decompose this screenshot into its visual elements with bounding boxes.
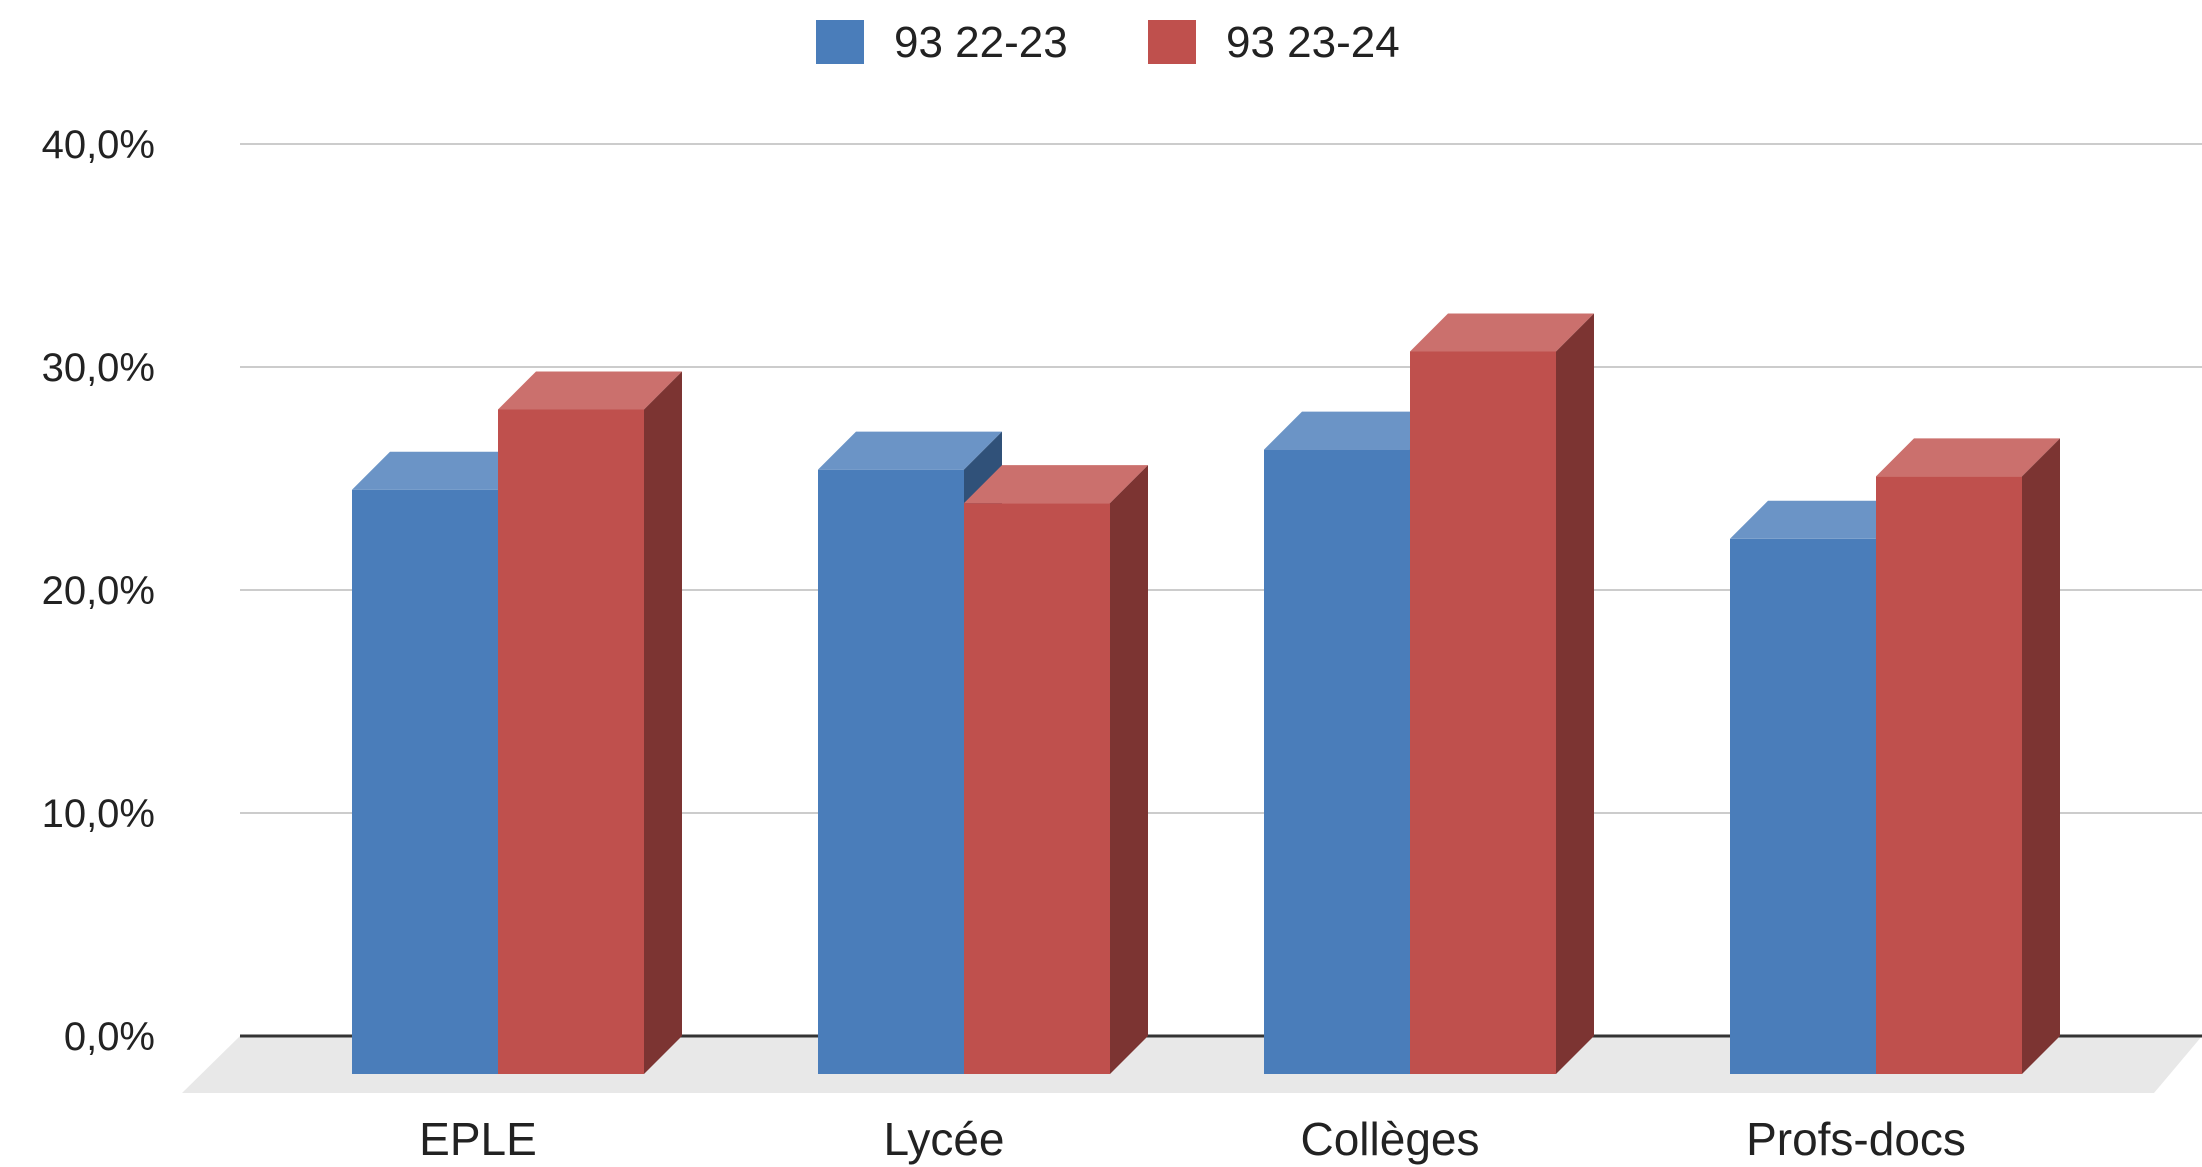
floor-plane — [182, 1036, 2202, 1093]
bar — [1876, 438, 2060, 1074]
y-tick-label: 20,0% — [42, 569, 155, 613]
bar-top — [818, 431, 1002, 470]
x-category-label: Lycée — [883, 1113, 1004, 1165]
bar-front — [818, 469, 964, 1074]
legend-swatch — [1148, 20, 1196, 64]
legend: 93 22-23 93 23-24 — [816, 18, 1400, 67]
bar — [1410, 313, 1594, 1075]
legend-label: 93 23-24 — [1226, 18, 1400, 67]
chart-floor — [182, 1036, 2202, 1093]
bar-top — [964, 465, 1148, 504]
bar — [498, 371, 682, 1075]
bar-side — [1110, 465, 1148, 1074]
bar-top — [1876, 438, 2060, 477]
bar — [964, 465, 1148, 1074]
legend-item: 93 23-24 — [1148, 18, 1400, 67]
bar-top — [498, 371, 682, 410]
y-axis-ticks: 0,0% 10,0% 20,0% 30,0% 40,0% — [42, 123, 155, 1059]
x-category-label: EPLE — [419, 1113, 537, 1165]
bar-side — [1556, 313, 1594, 1075]
y-tick-label: 10,0% — [42, 792, 155, 836]
bar-front — [1876, 476, 2022, 1074]
bar-front — [1730, 538, 1876, 1074]
x-axis-labels: EPLE Lycée Collèges Profs-docs — [419, 1113, 1966, 1165]
legend-swatch — [816, 20, 864, 64]
bar-top — [1264, 411, 1448, 450]
x-category-label: Collèges — [1301, 1113, 1480, 1165]
x-category-label: Profs-docs — [1746, 1113, 1966, 1165]
bar-front — [352, 489, 498, 1074]
y-tick-label: 40,0% — [42, 123, 155, 167]
bar-front — [1264, 449, 1410, 1075]
bar-front — [964, 503, 1110, 1074]
y-tick-label: 30,0% — [42, 346, 155, 390]
bar-side — [2022, 438, 2060, 1074]
bar-front — [1410, 351, 1556, 1075]
y-tick-label: 0,0% — [64, 1015, 155, 1059]
legend-item: 93 22-23 — [816, 18, 1068, 67]
bar-side — [644, 371, 682, 1075]
bars — [352, 313, 2060, 1075]
legend-label: 93 22-23 — [894, 18, 1068, 67]
bar-top — [1410, 313, 1594, 352]
bar-front — [498, 409, 644, 1075]
bar-top — [1730, 500, 1914, 539]
bar-top — [352, 451, 536, 490]
